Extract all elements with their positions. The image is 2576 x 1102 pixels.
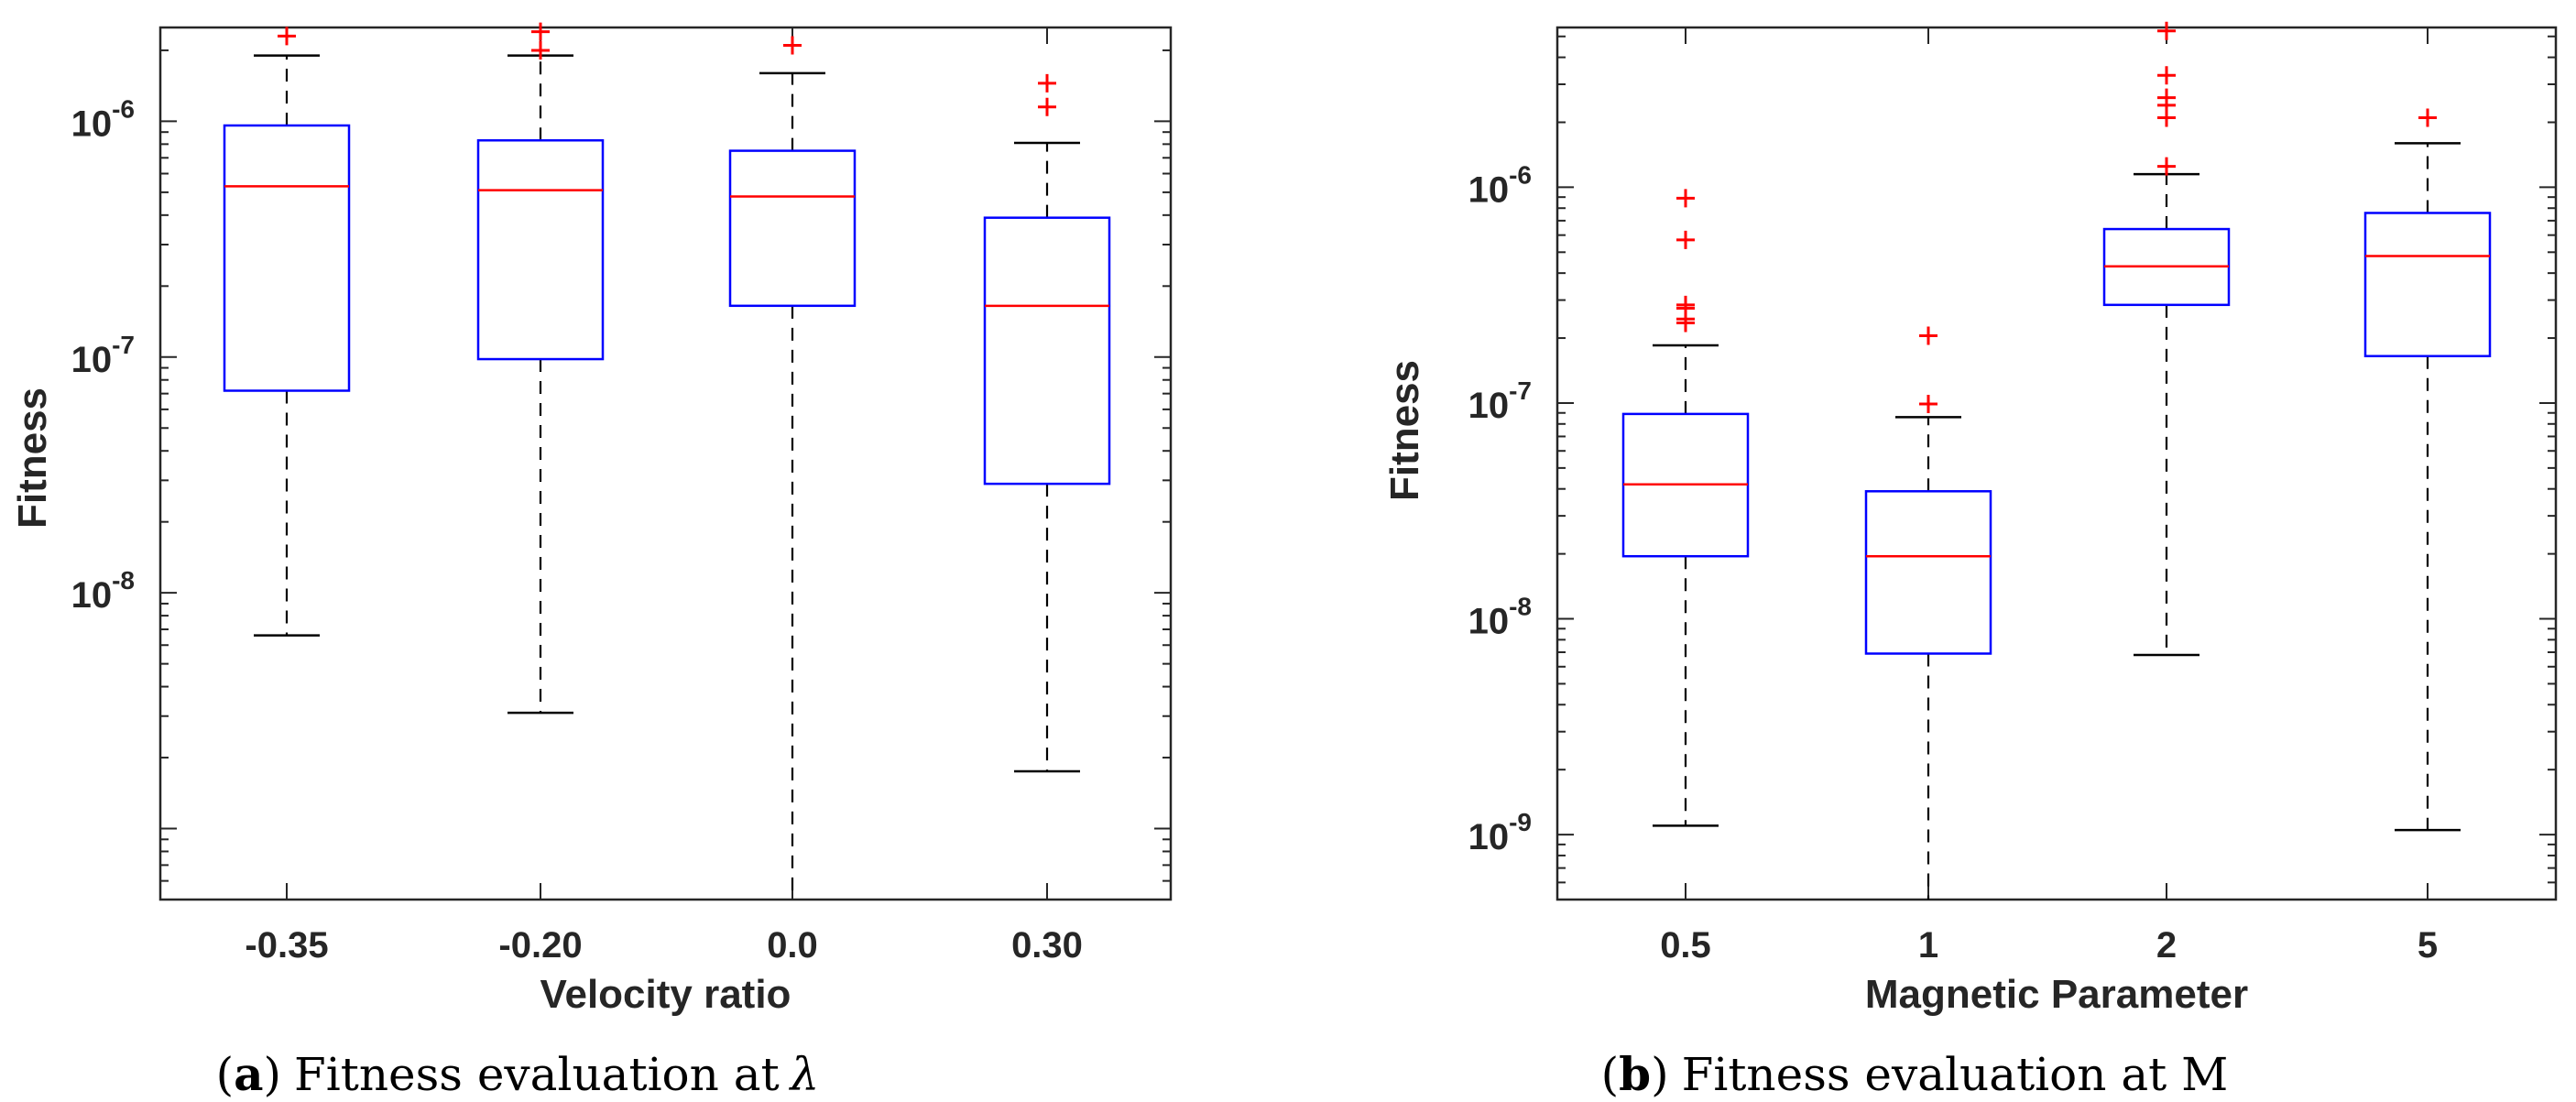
panel-b-y-tick-label: 10-9 (1468, 808, 1532, 857)
outlier-marker (1038, 73, 1056, 93)
panel-a-y-tick-exponent: -6 (112, 94, 135, 123)
panel-a-x-tick-label: -0.35 (245, 925, 328, 966)
caption-a: (a) Fitness evaluation at λ (216, 1047, 820, 1101)
panel-b-x-tick-label: 1 (1918, 925, 1938, 966)
panel-a-y-tick-exponent: -7 (112, 331, 135, 359)
outlier-marker (531, 40, 550, 60)
outlier-marker (1919, 394, 1937, 413)
panel-b-y-axis-label: Fitness (1382, 360, 1427, 501)
panel-b-y-tick-label: 10-7 (1468, 376, 1532, 426)
panel-b-x-tick-label: 2 (2156, 925, 2177, 966)
panel-b-axes-frame (1555, 26, 2558, 901)
panel-b-y-tick-base: 10 (1468, 386, 1510, 426)
panel-b-x-axis-label: Magnetic Parameter (1865, 972, 2248, 1017)
panel-b-box-0 (1621, 189, 1750, 827)
caption-b: (b) Fitness evaluation at M (1601, 1047, 2229, 1101)
panel-a-box-0 (223, 27, 351, 637)
box-iqr (983, 216, 1111, 486)
panel-b-y-tick-exponent: -9 (1509, 808, 1532, 836)
panel-a-axes-frame (158, 26, 1173, 901)
caption-b-text: Fitness evaluation at M (1682, 1048, 2229, 1101)
panel-a-box-1 (476, 22, 605, 715)
panel-b-y-tick-base: 10 (1468, 817, 1510, 857)
panel-b-box-1 (1864, 326, 1992, 900)
panel-b-y-tick-base: 10 (1468, 169, 1510, 210)
outlier-marker (531, 22, 550, 41)
panel-a-y-tick-base: 10 (71, 340, 113, 380)
panel-b-x-tick-label: 5 (2418, 925, 2438, 966)
box-iqr (223, 124, 351, 392)
panel-b-box-3 (2363, 108, 2492, 832)
box-iqr (1864, 490, 1992, 655)
box-iqr (728, 149, 857, 308)
panel-b-y-tick-label: 10-6 (1468, 160, 1532, 210)
panel-a-y-tick-label: 10-7 (71, 331, 135, 380)
panel-a-y-tick-base: 10 (71, 104, 113, 144)
caption-b-letter: b (1619, 1047, 1651, 1101)
panel-b-y-tick-exponent: -6 (1509, 160, 1532, 189)
panel-a-y-axis-label: Fitness (10, 387, 55, 529)
panel-b-y-tick-exponent: -8 (1509, 593, 1532, 621)
caption-a-text: Fitness evaluation at (294, 1048, 780, 1101)
panel-a-box-3 (983, 73, 1111, 773)
caption-a-symbol: λ (789, 1048, 820, 1101)
panel-a-x-tick-label: -0.20 (498, 925, 582, 966)
panel-a-y-tick-label: 10-6 (71, 94, 135, 144)
outlier-marker (2418, 108, 2437, 127)
panel-a-y-tick-base: 10 (71, 575, 113, 616)
outlier-marker (2157, 66, 2176, 85)
panel-b-x-tick-label: 0.5 (1660, 925, 1711, 966)
outlier-marker (1919, 326, 1937, 345)
panel-b-y-tick-base: 10 (1468, 602, 1510, 642)
outlier-marker (1038, 97, 1056, 116)
panel-b-y-tick-exponent: -7 (1509, 376, 1532, 405)
panel-a-x-axis-label: Velocity ratio (540, 972, 791, 1017)
panel-a-y-tick-exponent: -8 (112, 566, 135, 595)
outlier-marker (2157, 88, 2176, 107)
panel-a-x-tick-label: 0.0 (767, 925, 818, 966)
outlier-marker (2157, 157, 2176, 176)
outlier-marker (1676, 230, 1695, 249)
panel-a-y-tick-label: 10-8 (71, 566, 135, 616)
outlier-marker (2157, 21, 2176, 40)
outlier-marker (1676, 189, 1695, 208)
box-iqr (2363, 212, 2492, 357)
panel-b-y-tick-label: 10-8 (1468, 593, 1532, 642)
panel-b-box-2 (2102, 21, 2231, 657)
outlier-marker (783, 36, 802, 55)
box-iqr (476, 138, 605, 361)
panel-a-x-tick-label: 0.30 (1011, 925, 1083, 966)
outlier-marker (1676, 295, 1695, 314)
outlier-marker (278, 27, 296, 46)
caption-a-letter: a (234, 1047, 263, 1101)
panel-a-box-2 (728, 36, 857, 900)
